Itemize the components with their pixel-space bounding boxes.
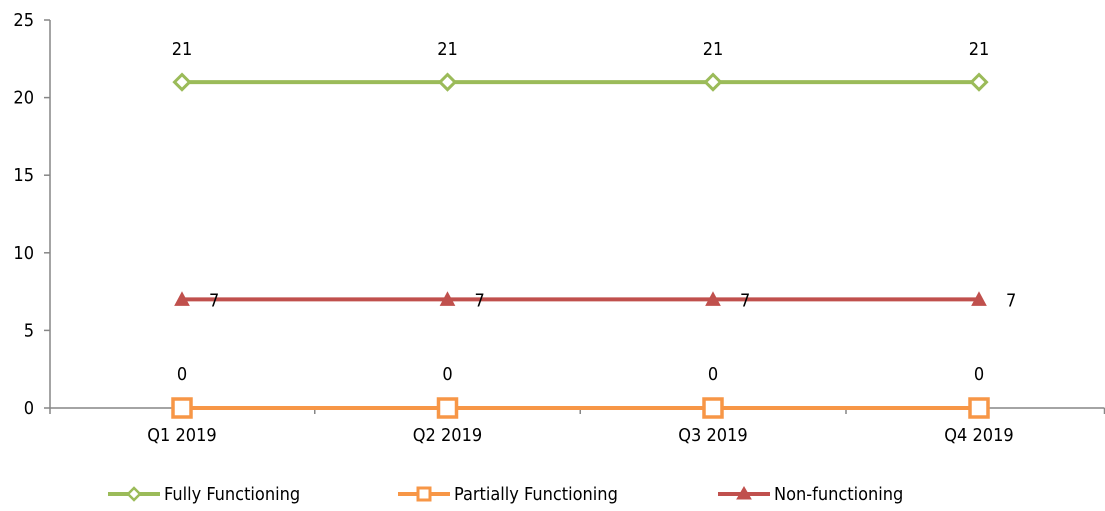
y-tick-label: 0 — [24, 398, 34, 419]
data-point-marker — [439, 291, 456, 306]
x-tick-label: Q4 2019 — [944, 425, 1013, 446]
x-tick-label: Q3 2019 — [678, 425, 747, 446]
y-tick-label: 10 — [13, 243, 34, 264]
data-point-marker — [971, 291, 987, 306]
y-tick-label: 20 — [13, 88, 34, 109]
data-label: 0 — [442, 364, 452, 385]
legend-item: Partially Functioning — [398, 484, 618, 505]
y-tick-label: 15 — [13, 165, 34, 186]
legend-swatch-marker — [416, 486, 432, 502]
data-label: 7 — [475, 290, 485, 311]
data-point-marker — [969, 72, 989, 92]
series-non-functioning — [174, 291, 987, 306]
data-point-marker — [437, 72, 458, 92]
y-tick-label: 25 — [13, 10, 34, 31]
x-tick-label: Q1 2019 — [147, 425, 216, 446]
legend-label: Fully Functioning — [164, 484, 300, 505]
y-tick-label: 5 — [24, 320, 34, 341]
x-tick-label: Q2 2019 — [413, 425, 482, 446]
legend-label: Partially Functioning — [454, 484, 618, 505]
data-label: 0 — [177, 364, 187, 385]
data-label: 21 — [703, 39, 724, 60]
data-label: 21 — [172, 39, 193, 60]
legend-item: Non-functioning — [718, 484, 903, 505]
data-labels-layer: 0 0 0 0 7 7 7 7 21 21 21 21 — [172, 39, 1017, 385]
data-label: 0 — [708, 364, 718, 385]
data-point-marker — [174, 291, 190, 306]
legend-label: Non-functioning — [774, 484, 903, 505]
data-label: 7 — [740, 290, 750, 311]
data-label: 21 — [969, 39, 990, 60]
data-label: 7 — [1006, 290, 1016, 311]
series-fully-functioning — [172, 72, 989, 92]
data-label: 7 — [209, 290, 219, 311]
series-partially-functioning — [171, 397, 990, 419]
data-point-marker — [703, 72, 723, 92]
data-point-marker — [436, 397, 459, 419]
legend-swatch-marker — [126, 486, 142, 502]
legend-swatch-marker — [736, 486, 752, 500]
legend-item: Fully Functioning — [108, 484, 300, 505]
data-point-marker — [172, 72, 192, 92]
data-point-marker — [171, 397, 193, 419]
data-label: 21 — [437, 39, 458, 60]
data-point-marker — [705, 291, 721, 306]
data-point-marker — [968, 397, 990, 419]
data-point-marker — [702, 397, 724, 419]
legend: Fully Functioning Partially Functioning No… — [108, 484, 903, 505]
data-label: 0 — [974, 364, 984, 385]
series-layer — [171, 72, 990, 419]
